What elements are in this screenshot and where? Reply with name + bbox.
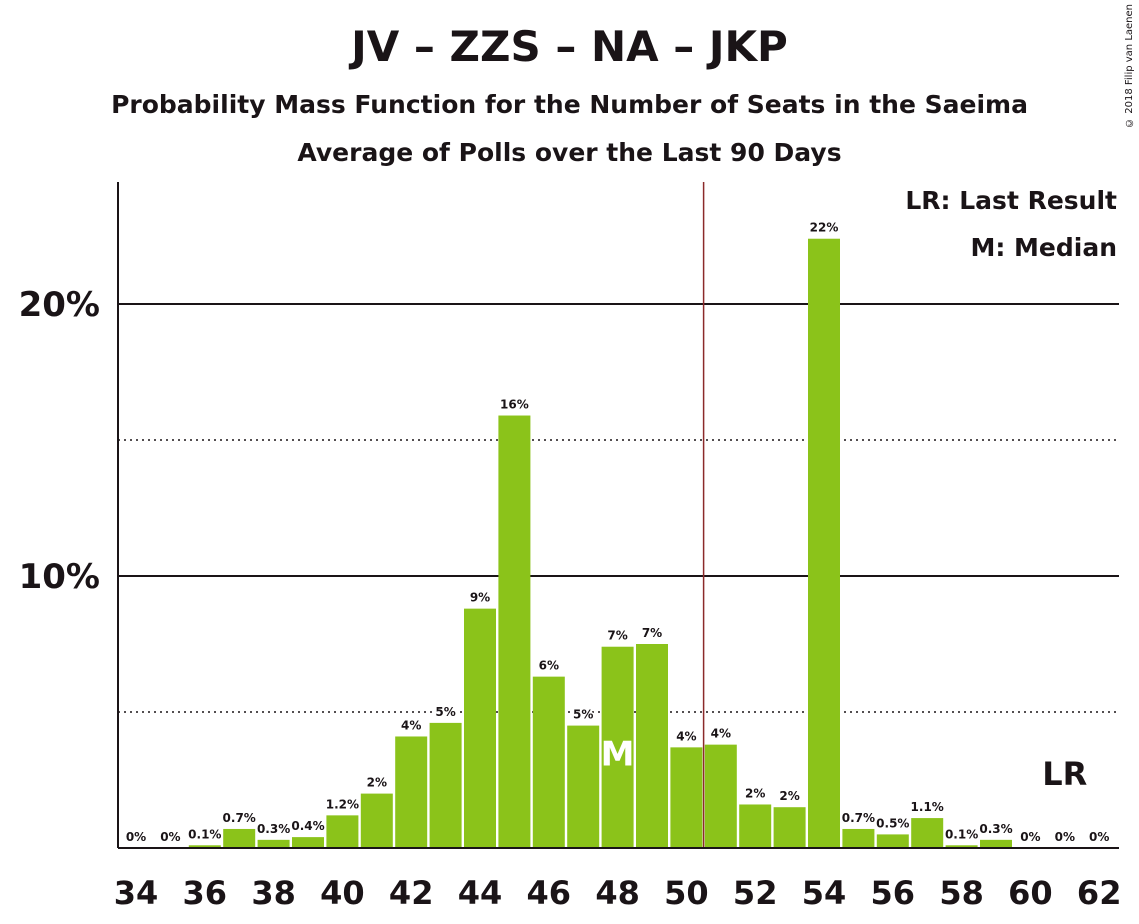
bar [704,744,737,848]
x-tick-label: 34 [114,874,159,912]
y-tick-label: 20% [19,285,100,325]
x-tick-label: 40 [320,874,365,912]
bar [842,828,875,848]
bar-value-label: 0.3% [257,822,290,836]
chart-subtitle-2: Average of Polls over the Last 90 Days [297,138,842,167]
bar [601,646,634,848]
x-tick-label: 38 [251,874,296,912]
bar [876,834,909,848]
grid-lines [118,303,1119,713]
bar-value-label: 0.3% [979,822,1012,836]
bar-value-label: 0% [160,830,180,844]
bar-value-label: 4% [676,729,696,743]
bar-value-label: 2% [367,776,387,790]
x-tick-label: 54 [802,874,847,912]
x-tick-label: 58 [939,874,984,912]
bar-value-label: 5% [573,708,593,722]
bar-value-label: 1.2% [326,797,359,811]
bar [257,839,290,848]
x-tick-label: 60 [1008,874,1053,912]
bar-value-label: 0% [1089,830,1109,844]
bar-value-label: 22% [810,221,839,235]
bar [223,828,256,848]
bar [292,837,324,848]
bar [498,415,531,848]
bar [773,807,806,848]
bar [670,747,703,848]
bar [911,818,944,848]
bar [395,736,428,848]
x-tick-labels: 34 36 38 40 42 44 46 48 50 52 54 56 58 60 62 [114,874,1122,912]
legend: LR: Last Result M: Median [905,186,1117,262]
median-marker: M [601,734,635,774]
bar-value-label: 0.7% [842,811,875,825]
x-tick-label: 44 [458,874,503,912]
bar [980,839,1012,848]
bar-value-label: 7% [642,626,662,640]
bar-value-label: 4% [711,727,731,741]
bar-value-label: 2% [779,789,799,803]
bar-value-label: 4% [401,718,421,732]
bar [360,793,393,848]
last-result-marker: LR [1042,755,1087,793]
axes: LR [117,182,1119,849]
x-tick-label: 52 [733,874,778,912]
legend-last-result: LR: Last Result [905,186,1117,215]
x-tick-label: 36 [183,874,228,912]
bar [945,845,978,848]
bar [567,725,600,848]
bar [188,845,221,848]
bar-value-label: 0% [126,830,146,844]
bars [188,238,1012,849]
bar-value-label: 0.1% [188,827,221,841]
x-tick-label: 50 [664,874,709,912]
bar-value-label: 0% [1020,830,1040,844]
bar [636,644,668,848]
x-tick-label: 56 [871,874,916,912]
chart-subtitle: Probability Mass Function for the Number… [111,90,1028,119]
bar-value-label: 5% [435,705,455,719]
bar-labels: 0% 0% 0.1%0.7%0.3% 0.4%1.2%2%4%5%9%16%6%5%7… [124,219,1111,845]
x-tick-label: 62 [1077,874,1122,912]
bar-value-label: 16% [500,398,529,412]
bar-value-label: 7% [607,629,627,643]
bar [429,722,462,848]
x-tick-label: 48 [595,874,640,912]
bar [326,815,359,848]
bar [739,804,772,848]
bar-value-label: 0.5% [876,816,909,830]
x-tick-label: 42 [389,874,434,912]
bar-value-label: 0% [1055,830,1075,844]
bar [532,676,565,848]
x-tick-label: 46 [527,874,572,912]
bar [464,608,496,848]
bar-value-label: 0.1% [945,827,978,841]
bar-value-label: 0.7% [223,811,256,825]
bar-value-label: 0.4% [291,819,324,833]
bar-value-label: 2% [745,786,765,800]
chart-title: JV – ZZS – NA – JKP [351,22,788,71]
y-tick-label: 10% [19,557,100,597]
bar [808,238,840,849]
bar-value-label: 9% [470,591,490,605]
y-tick-labels: 10% 20% [19,285,100,597]
bar-value-label: 6% [539,659,559,673]
bar-value-label: 1.1% [911,800,944,814]
legend-median: M: Median [970,233,1117,262]
